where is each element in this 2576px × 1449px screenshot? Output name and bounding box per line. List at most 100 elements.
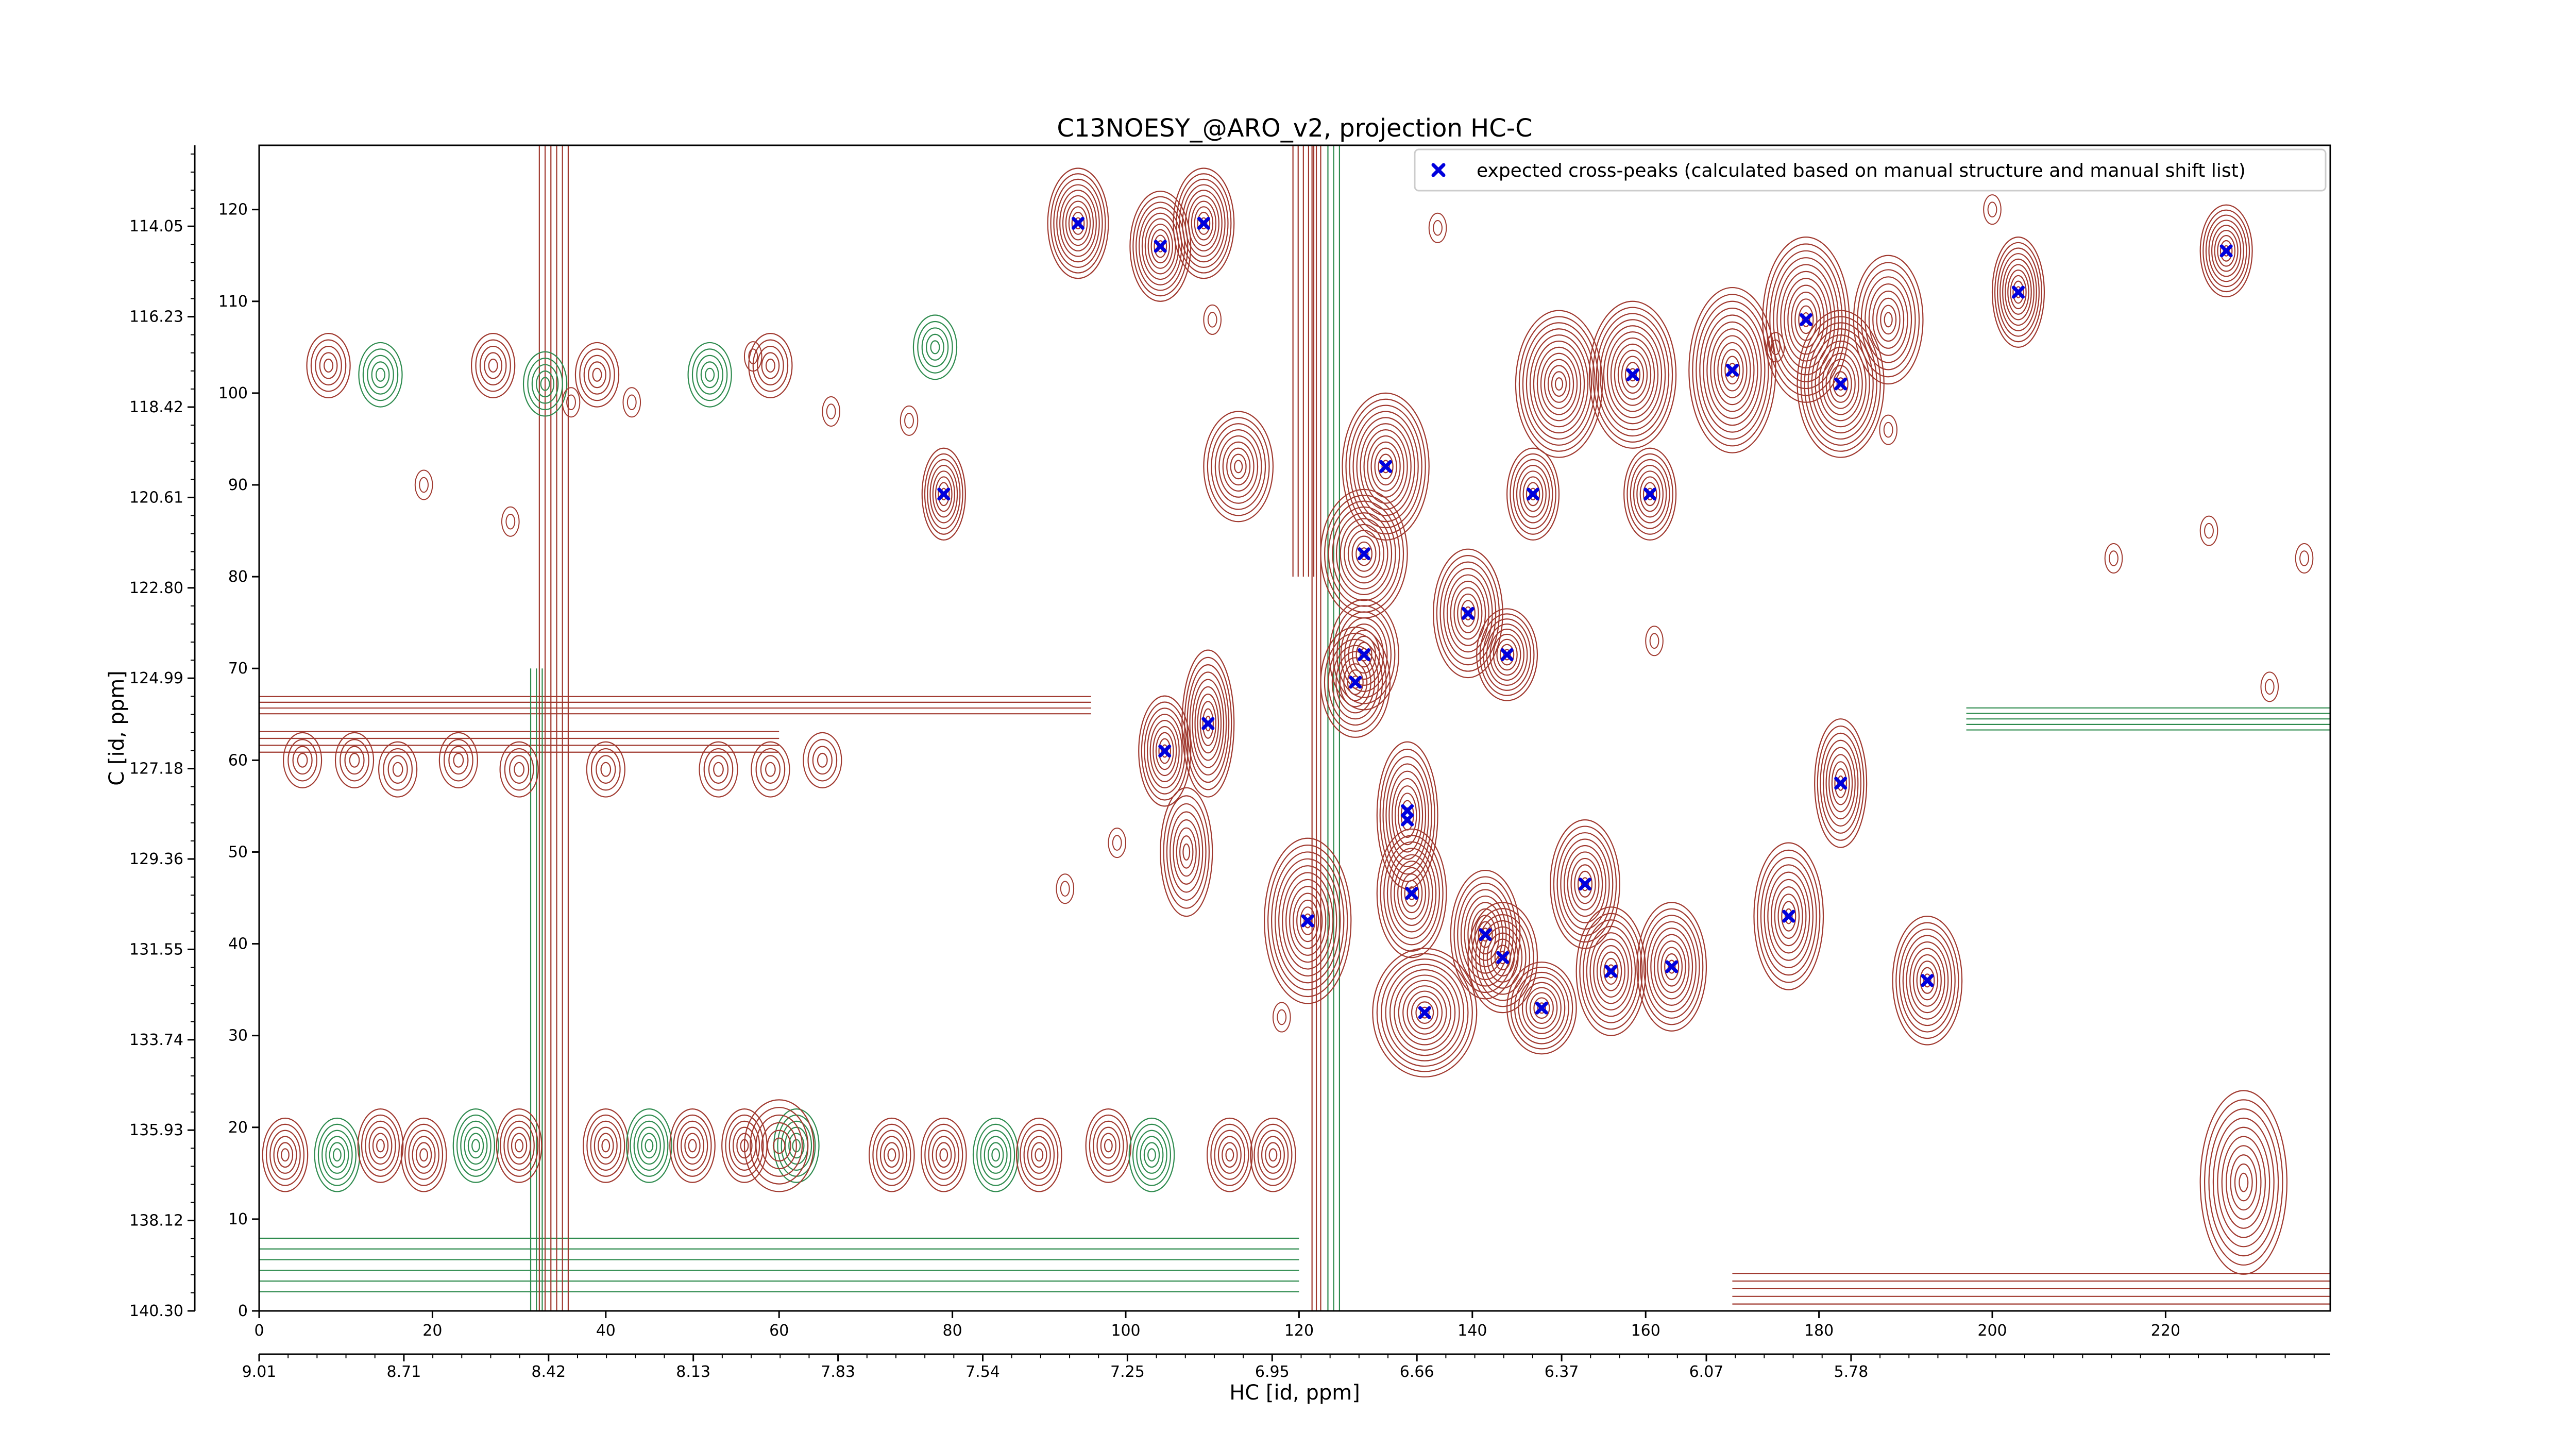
contour-line	[400, 1117, 447, 1192]
y-index-tick-label: 100	[218, 384, 248, 402]
contour-line	[582, 1108, 629, 1183]
contour-line	[1536, 346, 1582, 422]
contour-line	[306, 333, 351, 398]
contour-line	[358, 342, 403, 408]
contour-line	[1599, 319, 1666, 431]
contour-line	[484, 352, 503, 379]
contour-line	[415, 1142, 432, 1168]
contour-line	[1767, 871, 1810, 961]
contour-line	[1351, 535, 1377, 572]
y-ppm-tick-label: 133.74	[129, 1031, 183, 1049]
contour-line	[1300, 906, 1316, 935]
contour-line	[1020, 1123, 1059, 1186]
contour-line	[1802, 312, 1810, 327]
x-index-tick-label: 200	[1977, 1322, 2007, 1340]
contour-line	[1498, 951, 1507, 965]
contour-line	[361, 1114, 400, 1177]
contour-line	[1537, 1002, 1546, 1014]
contour-line	[1493, 633, 1521, 676]
contour-line	[1550, 819, 1620, 949]
contour-line	[1389, 969, 1460, 1056]
contour-line	[2010, 275, 2027, 310]
contour-line	[1490, 938, 1515, 976]
contour-line	[760, 755, 781, 784]
contour-line	[1814, 718, 1868, 848]
contour-line	[1787, 284, 1825, 355]
x-axis-label: HC [id, ppm]	[1229, 1381, 1360, 1405]
contour-line	[1050, 173, 1106, 274]
contour-line	[687, 342, 732, 408]
contour-line	[1289, 886, 1327, 956]
contour-line	[721, 1108, 768, 1183]
cross-peak-markers	[937, 216, 2233, 1019]
x-index-tick-label: 60	[769, 1322, 789, 1340]
contour-line	[1757, 849, 1821, 983]
contour-line	[1385, 763, 1429, 868]
y-index-axis: 0 10 20 30 40 50 60 70 80 90 100 110 120	[218, 201, 259, 1320]
contour-line	[1818, 346, 1863, 422]
contour-line	[1544, 359, 1574, 409]
contour-line	[1526, 328, 1592, 440]
contour-line	[1027, 1136, 1051, 1174]
contour-line	[1385, 964, 1465, 1062]
contour-line	[1822, 739, 1859, 827]
contour-line	[1138, 695, 1192, 807]
cross-peak-marker	[1301, 914, 1314, 928]
contour-line	[1347, 530, 1381, 578]
contour-line	[1657, 940, 1686, 993]
contour-line	[676, 1120, 708, 1171]
contour-line	[2295, 543, 2314, 574]
contour-line	[1547, 365, 1571, 403]
contour-line	[1376, 953, 1473, 1072]
cross-peak-marker	[1500, 648, 1514, 662]
contour-line	[1724, 356, 1740, 385]
contour-line	[1991, 237, 2045, 348]
contour-line	[562, 387, 581, 418]
contour-line	[681, 1126, 704, 1165]
contour-line	[452, 1108, 499, 1183]
x-ppm-tick-label: 8.42	[531, 1363, 566, 1381]
contour-line	[1556, 832, 1614, 936]
cross-peak-marker	[1527, 487, 1540, 501]
contour-line	[1395, 785, 1420, 846]
contour-line	[376, 1139, 385, 1153]
contour-line	[1071, 211, 1085, 235]
contour-line	[1777, 894, 1800, 939]
contour-line	[375, 367, 385, 382]
contour-line	[2104, 543, 2123, 574]
contour-line	[1829, 365, 1852, 403]
cross-peak-marker	[1201, 717, 1215, 730]
contour-line	[1892, 916, 1963, 1046]
contour-line	[579, 348, 615, 401]
contour-line	[1630, 459, 1670, 529]
contour-line	[1506, 447, 1560, 541]
contour-line	[1176, 827, 1197, 877]
contour-line	[1379, 748, 1435, 882]
contour-line	[1439, 561, 1497, 666]
x-ppm-tick-label: 5.78	[1834, 1363, 1869, 1381]
contour-line	[1636, 902, 1707, 1032]
contour-line	[980, 1130, 1011, 1180]
contour-line	[1370, 441, 1401, 492]
contour-line	[297, 752, 308, 768]
contour-line	[1194, 206, 1214, 241]
contour-line	[2219, 240, 2233, 262]
cross-peak-marker	[1401, 804, 1414, 817]
contour-line	[1460, 889, 1511, 981]
contour-line	[448, 746, 469, 775]
contour-line	[1728, 362, 1737, 378]
contour-line	[1600, 951, 1622, 991]
contour-line	[1643, 915, 1700, 1019]
contour-line	[1173, 819, 1200, 885]
contour-line	[1642, 482, 1657, 507]
y-index-tick-label: 90	[228, 476, 248, 494]
contour-line	[1446, 574, 1489, 653]
contour-line	[1143, 1142, 1160, 1168]
contour-line	[1355, 642, 1372, 668]
contour-line	[378, 741, 418, 798]
contour-line	[1332, 605, 1396, 704]
cross-peak-marker	[1604, 965, 1618, 978]
cross-peak-marker	[1072, 216, 1084, 230]
contour-line	[2214, 230, 2239, 272]
